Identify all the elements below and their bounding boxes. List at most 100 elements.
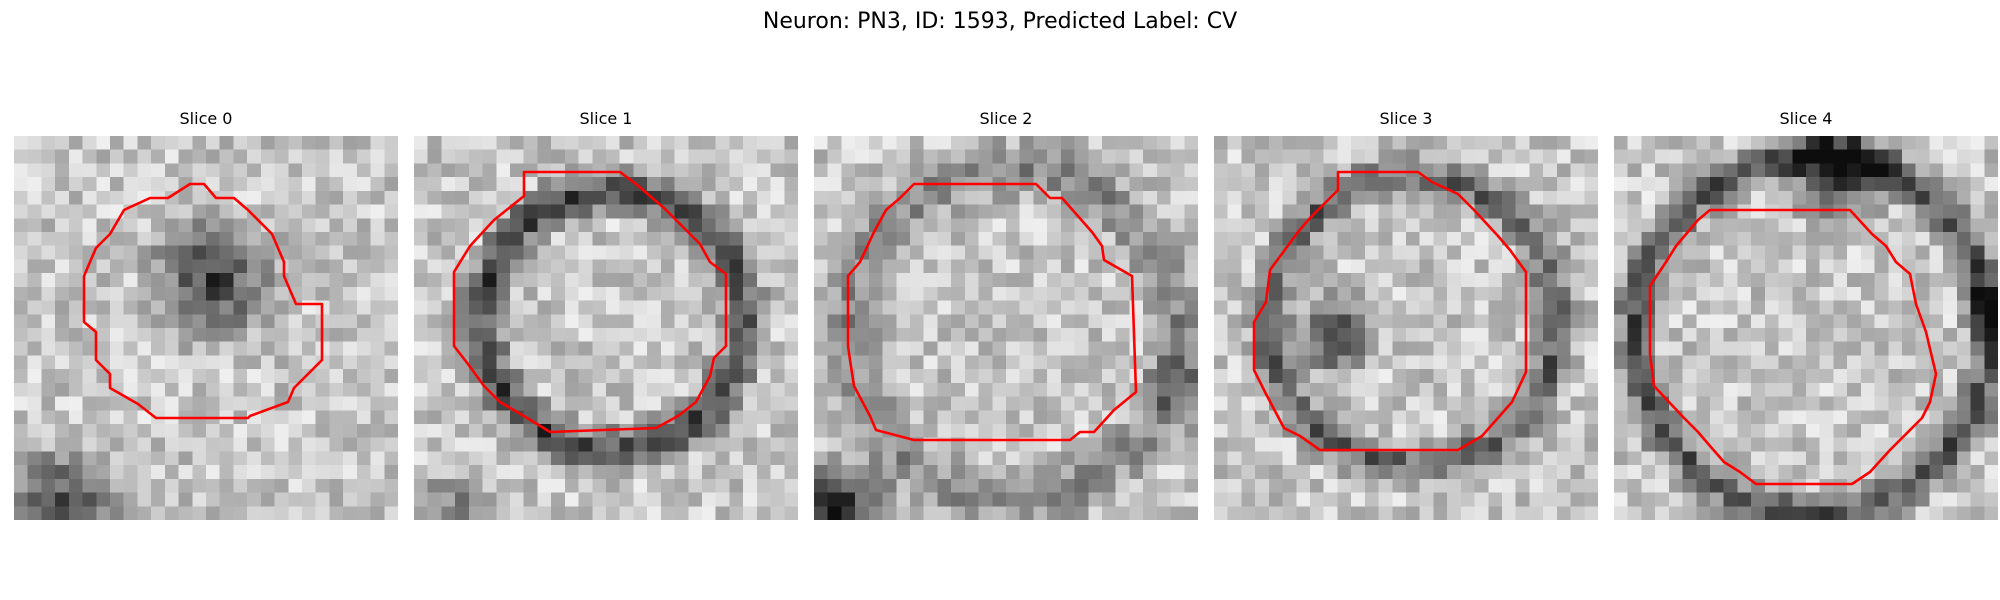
image-pixel bbox=[1710, 163, 1725, 178]
image-pixel bbox=[1156, 259, 1171, 274]
image-pixel bbox=[260, 163, 275, 178]
image-pixel bbox=[1570, 465, 1585, 480]
image-pixel bbox=[1751, 177, 1766, 192]
image-pixel bbox=[414, 218, 429, 233]
image-pixel bbox=[1351, 424, 1366, 439]
image-pixel bbox=[1488, 177, 1503, 192]
image-pixel bbox=[1392, 232, 1407, 247]
image-pixel bbox=[164, 341, 179, 356]
image-pixel bbox=[192, 341, 207, 356]
image-pixel bbox=[1778, 273, 1793, 288]
image-pixel bbox=[1323, 218, 1338, 233]
image-pixel bbox=[1627, 437, 1642, 452]
image-pixel bbox=[1129, 492, 1144, 507]
image-pixel bbox=[510, 286, 525, 301]
image-pixel bbox=[1227, 218, 1242, 233]
image-pixel bbox=[1529, 149, 1544, 164]
image-pixel bbox=[1310, 492, 1325, 507]
image-pixel bbox=[260, 410, 275, 425]
image-pixel bbox=[1529, 424, 1544, 439]
image-pixel bbox=[1392, 410, 1407, 425]
image-pixel bbox=[482, 286, 497, 301]
image-pixel bbox=[151, 136, 166, 151]
image-pixel bbox=[896, 190, 911, 205]
image-pixel bbox=[868, 204, 883, 219]
image-pixel bbox=[1488, 204, 1503, 219]
image-pixel bbox=[855, 492, 870, 507]
image-pixel bbox=[288, 506, 303, 520]
image-pixel bbox=[260, 355, 275, 370]
image-pixel bbox=[1956, 314, 1971, 329]
image-pixel bbox=[660, 245, 675, 260]
image-pixel bbox=[1364, 478, 1379, 493]
image-pixel bbox=[1282, 232, 1297, 247]
image-pixel bbox=[1778, 314, 1793, 329]
image-pixel bbox=[578, 382, 593, 397]
image-pixel bbox=[260, 190, 275, 205]
image-pixel bbox=[329, 382, 344, 397]
image-pixel bbox=[882, 451, 897, 466]
image-pixel bbox=[937, 204, 952, 219]
image-pixel bbox=[247, 451, 262, 466]
image-pixel bbox=[1033, 286, 1048, 301]
image-pixel bbox=[855, 163, 870, 178]
image-pixel bbox=[1529, 492, 1544, 507]
image-pixel bbox=[68, 328, 83, 343]
image-pixel bbox=[1102, 314, 1117, 329]
image-pixel bbox=[288, 163, 303, 178]
image-pixel bbox=[82, 300, 97, 315]
image-pixel bbox=[1655, 300, 1670, 315]
image-pixel bbox=[1364, 382, 1379, 397]
image-pixel bbox=[1778, 451, 1793, 466]
image-pixel bbox=[1668, 286, 1683, 301]
slice-contour bbox=[82, 182, 324, 420]
image-pixel bbox=[219, 286, 234, 301]
image-pixel bbox=[1956, 136, 1971, 151]
image-pixel bbox=[1060, 300, 1075, 315]
image-pixel bbox=[1751, 218, 1766, 233]
image-pixel bbox=[1543, 424, 1558, 439]
image-pixel bbox=[1819, 328, 1834, 343]
image-pixel bbox=[1874, 149, 1889, 164]
image-pixel bbox=[496, 382, 511, 397]
image-pixel bbox=[1184, 190, 1198, 205]
image-pixel bbox=[1723, 245, 1738, 260]
image-pixel bbox=[302, 328, 317, 343]
image-pixel bbox=[1682, 136, 1697, 151]
image-pixel bbox=[1323, 314, 1338, 329]
image-pixel bbox=[1156, 245, 1171, 260]
image-pixel bbox=[1833, 314, 1848, 329]
image-pixel bbox=[1019, 465, 1034, 480]
image-pixel bbox=[1115, 341, 1130, 356]
image-pixel bbox=[1984, 163, 1998, 178]
image-pixel bbox=[1184, 437, 1198, 452]
image-pixel bbox=[729, 328, 744, 343]
image-pixel bbox=[814, 149, 829, 164]
image-pixel bbox=[1323, 328, 1338, 343]
image-pixel bbox=[1156, 218, 1171, 233]
image-pixel bbox=[1502, 314, 1517, 329]
image-pixel bbox=[1570, 204, 1585, 219]
image-pixel bbox=[1129, 259, 1144, 274]
image-pixel bbox=[1227, 149, 1242, 164]
image-pixel bbox=[688, 341, 703, 356]
image-pixel bbox=[1614, 341, 1629, 356]
image-pixel bbox=[855, 286, 870, 301]
image-pixel bbox=[247, 369, 262, 384]
image-pixel bbox=[1833, 437, 1848, 452]
image-pixel bbox=[619, 369, 634, 384]
image-pixel bbox=[896, 177, 911, 192]
image-pixel bbox=[1323, 245, 1338, 260]
image-pixel bbox=[1047, 204, 1062, 219]
image-pixel bbox=[674, 300, 689, 315]
image-pixel bbox=[1282, 218, 1297, 233]
image-pixel bbox=[1310, 177, 1325, 192]
image-pixel bbox=[619, 149, 634, 164]
image-pixel bbox=[1088, 437, 1103, 452]
image-pixel bbox=[1227, 314, 1242, 329]
image-pixel bbox=[1915, 451, 1930, 466]
image-pixel bbox=[1915, 245, 1930, 260]
image-pixel bbox=[110, 410, 125, 425]
image-pixel bbox=[468, 149, 483, 164]
image-pixel bbox=[68, 300, 83, 315]
